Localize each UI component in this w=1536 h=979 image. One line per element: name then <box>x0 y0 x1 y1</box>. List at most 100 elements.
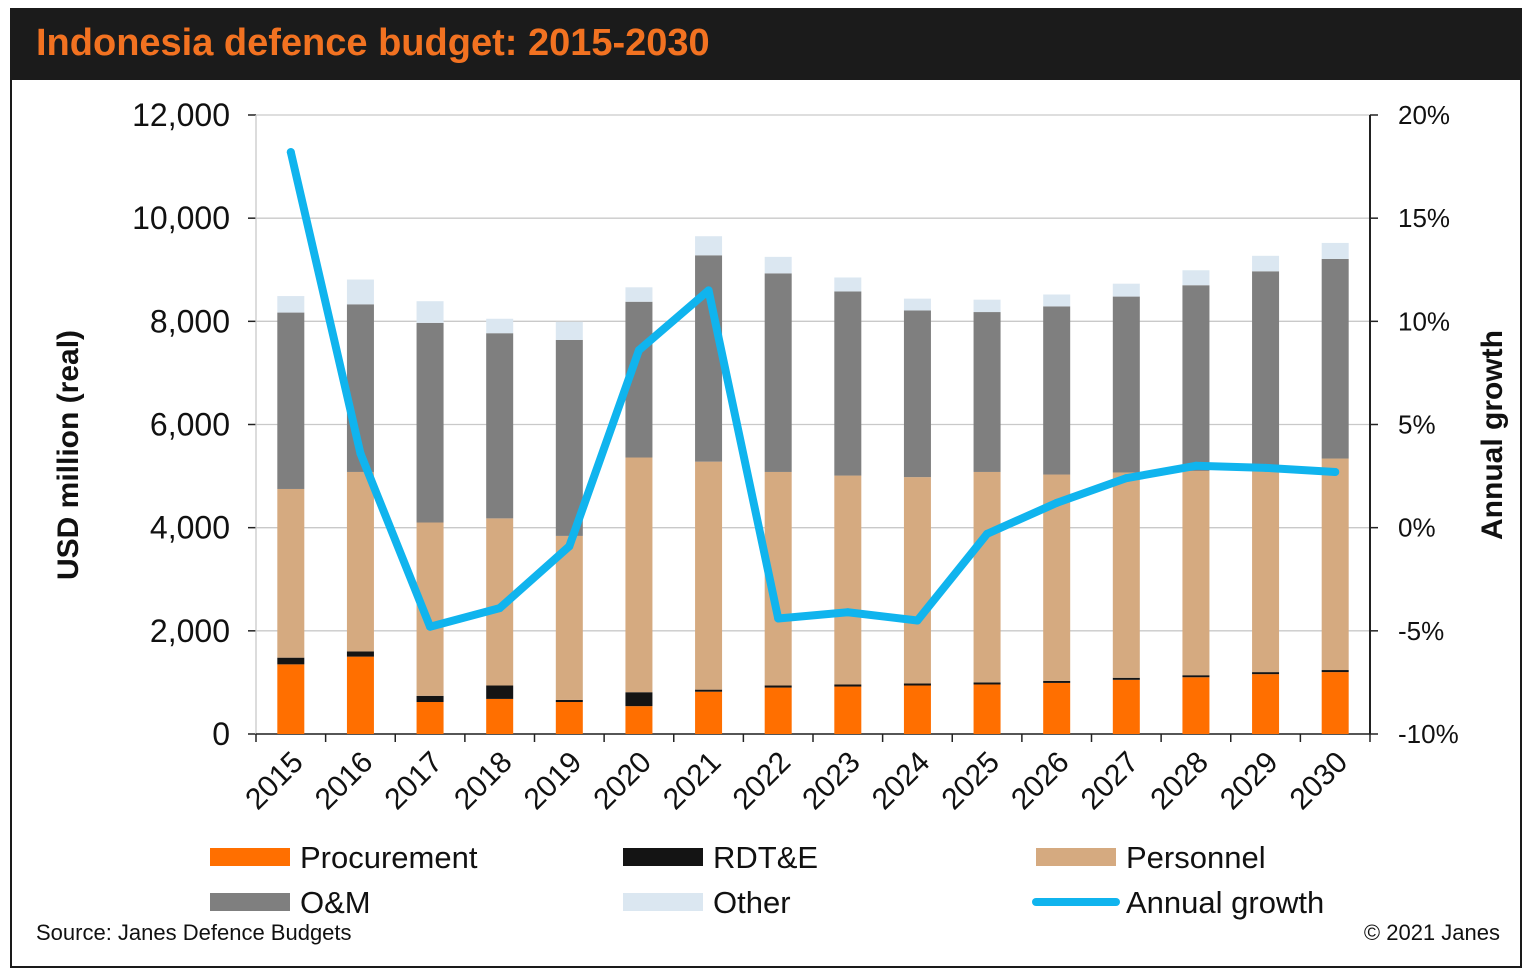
growth-point <box>1052 498 1061 507</box>
legend-swatch-personnel <box>1036 848 1116 866</box>
bar-other <box>695 236 723 256</box>
x-tick-label: 2027 <box>1075 746 1146 817</box>
x-tick-label: 2026 <box>1005 746 1076 817</box>
y-axis-title: USD million (real) <box>52 330 85 580</box>
y2-tick-label: 5% <box>1398 410 1436 440</box>
bar-personnel <box>555 535 583 700</box>
bar-rdt-e <box>1043 680 1071 683</box>
bar-personnel <box>973 471 1001 683</box>
growth-point <box>1331 467 1340 476</box>
bar-personnel <box>346 471 374 652</box>
legend-label-rdt-e: RDT&E <box>713 840 818 875</box>
legend-label-annual-growth: Annual growth <box>1126 885 1324 920</box>
bar-procurement <box>973 684 1001 734</box>
bar-other <box>346 279 374 305</box>
bar-procurement <box>1182 677 1210 734</box>
growth-point <box>495 604 504 613</box>
growth-point <box>913 616 922 625</box>
bar-procurement <box>903 685 931 734</box>
growth-point <box>565 542 574 551</box>
bar-o-m <box>1043 306 1071 475</box>
bar-rdt-e <box>1182 675 1210 678</box>
bar-rdt-e <box>346 651 374 657</box>
bar-o-m <box>1252 271 1280 469</box>
bar-procurement <box>695 691 723 734</box>
x-tick-label: 2022 <box>727 746 798 817</box>
growth-line <box>286 148 1340 631</box>
bar-rdt-e <box>1321 670 1349 673</box>
bar-procurement <box>277 664 305 734</box>
bar-procurement <box>834 686 862 734</box>
bar-other <box>834 277 862 292</box>
y2-tick-label: 10% <box>1398 306 1450 336</box>
legend-swatch-procurement <box>210 848 290 866</box>
bar-rdt-e <box>764 685 792 688</box>
x-tick-label: 2018 <box>448 746 519 817</box>
bar-o-m <box>834 291 862 476</box>
bar-other <box>486 318 514 334</box>
growth-point <box>356 449 365 458</box>
x-tick-label: 2021 <box>657 746 728 817</box>
growth-point <box>983 529 992 538</box>
bar-o-m <box>277 312 305 489</box>
bar-personnel <box>1252 468 1280 673</box>
bar-rdt-e <box>1252 672 1280 675</box>
title-bar: Indonesia defence budget: 2015-2030 <box>10 8 1522 80</box>
bar-procurement <box>1252 674 1280 734</box>
bar-other <box>903 298 931 311</box>
bar-o-m <box>1321 258 1349 459</box>
bar-procurement <box>1321 672 1349 734</box>
x-tick-label: 2025 <box>935 746 1006 817</box>
x-tick-label: 2024 <box>866 746 937 817</box>
y-tick-label: 10,000 <box>132 200 230 236</box>
bar-rdt-e <box>555 699 583 703</box>
x-tick-label: 2023 <box>796 746 867 817</box>
x-tick-label: 2028 <box>1144 746 1215 817</box>
growth-point <box>634 346 643 355</box>
y2-tick-label: 20% <box>1398 100 1450 130</box>
bar-rdt-e <box>625 692 653 707</box>
bar-personnel <box>1182 470 1210 676</box>
bar-other <box>416 301 444 323</box>
y-tick-label: 6,000 <box>150 407 230 443</box>
bar-procurement <box>555 702 583 734</box>
bar-rdt-e <box>903 683 931 686</box>
bar-o-m <box>555 339 583 536</box>
bar-personnel <box>1321 458 1349 671</box>
legend-swatch-o-m <box>210 893 290 911</box>
bar-personnel <box>277 488 305 658</box>
y2-tick-label: 0% <box>1398 513 1436 543</box>
bar-rdt-e <box>486 685 514 699</box>
y2-tick-label: -10% <box>1398 719 1459 749</box>
bar-other <box>1182 270 1210 286</box>
growth-point <box>426 622 435 631</box>
bar-o-m <box>416 322 444 523</box>
bar-o-m <box>486 333 514 519</box>
bar-personnel <box>834 475 862 685</box>
y2-tick-label: -5% <box>1398 616 1444 646</box>
bar-procurement <box>764 687 792 734</box>
bar-other <box>973 299 1001 313</box>
bar-o-m <box>764 273 792 472</box>
bar-other <box>555 321 583 340</box>
y-tick-label: 4,000 <box>150 510 230 546</box>
bar-personnel <box>1112 472 1140 678</box>
bar-other <box>1043 294 1071 307</box>
bar-rdt-e <box>277 657 305 665</box>
bar-o-m <box>903 310 931 478</box>
growth-point <box>1191 461 1200 470</box>
x-tick-label: 2030 <box>1284 746 1355 817</box>
bar-rdt-e <box>416 695 444 703</box>
x-tick-label: 2019 <box>518 746 589 817</box>
legend-label-other: Other <box>713 885 791 920</box>
bar-rdt-e <box>973 682 1001 685</box>
source-note: Source: Janes Defence Budgets <box>36 920 352 945</box>
bar-personnel <box>695 461 723 690</box>
bar-procurement <box>1112 679 1140 734</box>
bar-procurement <box>486 698 514 734</box>
chart-title: Indonesia defence budget: 2015-2030 <box>36 22 710 64</box>
x-tick-label: 2017 <box>378 746 449 817</box>
bar-o-m <box>695 255 723 462</box>
growth-point <box>774 614 783 623</box>
